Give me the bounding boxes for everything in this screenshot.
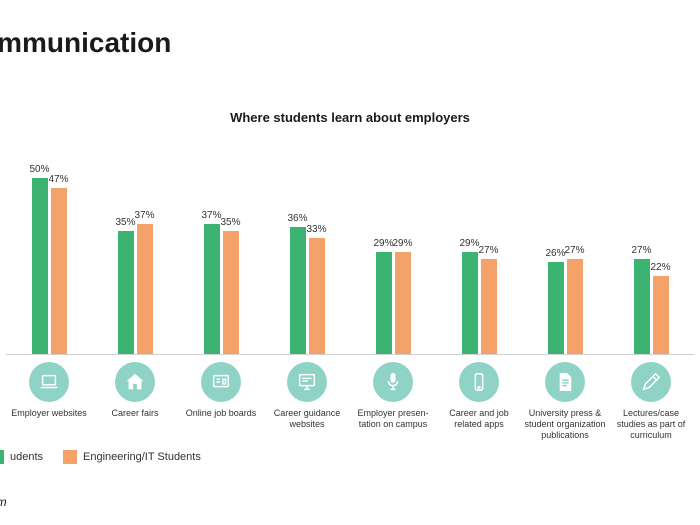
bar: 50% xyxy=(32,178,48,354)
source-note: um xyxy=(0,495,7,509)
bar: 29% xyxy=(376,252,392,354)
bar: 29% xyxy=(462,252,478,354)
bar: 27% xyxy=(634,259,650,354)
category-label: University press & student organization … xyxy=(524,408,606,440)
bar-chart: 50%47%35%37%37%35%36%33%29%29%29%27%26%2… xyxy=(6,160,694,355)
phone-icon xyxy=(459,362,499,402)
bar-value-label: 27% xyxy=(631,245,651,256)
bar-value-label: 29% xyxy=(459,238,479,249)
category-cell: Career guidance websites xyxy=(264,362,350,440)
bar: 35% xyxy=(223,231,239,354)
bar-value-label: 22% xyxy=(650,262,670,273)
page-title: ommunication s xyxy=(0,28,171,90)
bar: 47% xyxy=(51,188,67,354)
bar: 27% xyxy=(481,259,497,354)
category-label: Career and job related apps xyxy=(438,408,520,430)
laptop-icon xyxy=(29,362,69,402)
bar-group: 27%22% xyxy=(608,160,694,354)
category-cell: Lectures/case studies as part of curricu… xyxy=(608,362,694,440)
bar-group: 29%29% xyxy=(350,160,436,354)
bar-group: 29%27% xyxy=(436,160,522,354)
bar-value-label: 37% xyxy=(201,210,221,221)
bar-group: 37%35% xyxy=(178,160,264,354)
bar-value-label: 27% xyxy=(478,245,498,256)
bar-group: 26%27% xyxy=(522,160,608,354)
bar: 37% xyxy=(204,224,220,355)
bar-value-label: 35% xyxy=(220,217,240,228)
legend: udents Engineering/IT Students xyxy=(0,450,201,464)
category-label: Career fairs xyxy=(111,408,158,419)
category-cell: Career fairs xyxy=(92,362,178,440)
category-cell: Employer presen- tation on campus xyxy=(350,362,436,440)
category-cell: University press & student organization … xyxy=(522,362,608,440)
category-label: Career guidance websites xyxy=(266,408,348,430)
bar-value-label: 50% xyxy=(29,164,49,175)
screen-icon xyxy=(287,362,327,402)
category-label: Employer websites xyxy=(11,408,87,419)
category-cell: Online job boards xyxy=(178,362,264,440)
doc-icon xyxy=(545,362,585,402)
legend-item-1: udents xyxy=(0,450,43,464)
bar: 26% xyxy=(548,262,564,354)
chart-subtitle: Where students learn about employers xyxy=(230,110,470,125)
bar: 35% xyxy=(118,231,134,354)
pencil-icon xyxy=(631,362,671,402)
bar-value-label: 37% xyxy=(134,210,154,221)
bar-value-label: 27% xyxy=(564,245,584,256)
bar: 36% xyxy=(290,227,306,354)
category-axis: Employer websites Career fairs Online job … xyxy=(6,362,694,440)
legend-label-2: Engineering/IT Students xyxy=(83,451,201,463)
category-cell: Career and job related apps xyxy=(436,362,522,440)
bar-group: 35%37% xyxy=(92,160,178,354)
category-label: Online job boards xyxy=(186,408,257,419)
category-cell: Employer websites xyxy=(6,362,92,440)
bar-value-label: 36% xyxy=(287,213,307,224)
bar: 29% xyxy=(395,252,411,354)
bar: 37% xyxy=(137,224,153,355)
bar: 33% xyxy=(309,238,325,354)
legend-swatch-1 xyxy=(0,450,4,464)
mic-icon xyxy=(373,362,413,402)
bar: 27% xyxy=(567,259,583,354)
legend-label-1: udents xyxy=(10,451,43,463)
bar-value-label: 47% xyxy=(48,174,68,185)
legend-item-2: Engineering/IT Students xyxy=(63,450,201,464)
bar-value-label: 33% xyxy=(306,224,326,235)
category-label: Lectures/case studies as part of curricu… xyxy=(610,408,692,440)
bar: 22% xyxy=(653,276,669,354)
bar-value-label: 35% xyxy=(115,217,135,228)
bar-group: 36%33% xyxy=(264,160,350,354)
category-label: Employer presen- tation on campus xyxy=(352,408,434,430)
title-line1: ommunication xyxy=(0,27,171,58)
bar-value-label: 26% xyxy=(545,248,565,259)
legend-swatch-2 xyxy=(63,450,77,464)
bar-value-label: 29% xyxy=(373,238,393,249)
bar-group: 50%47% xyxy=(6,160,92,354)
board-icon xyxy=(201,362,241,402)
home-icon xyxy=(115,362,155,402)
bar-value-label: 29% xyxy=(392,238,412,249)
